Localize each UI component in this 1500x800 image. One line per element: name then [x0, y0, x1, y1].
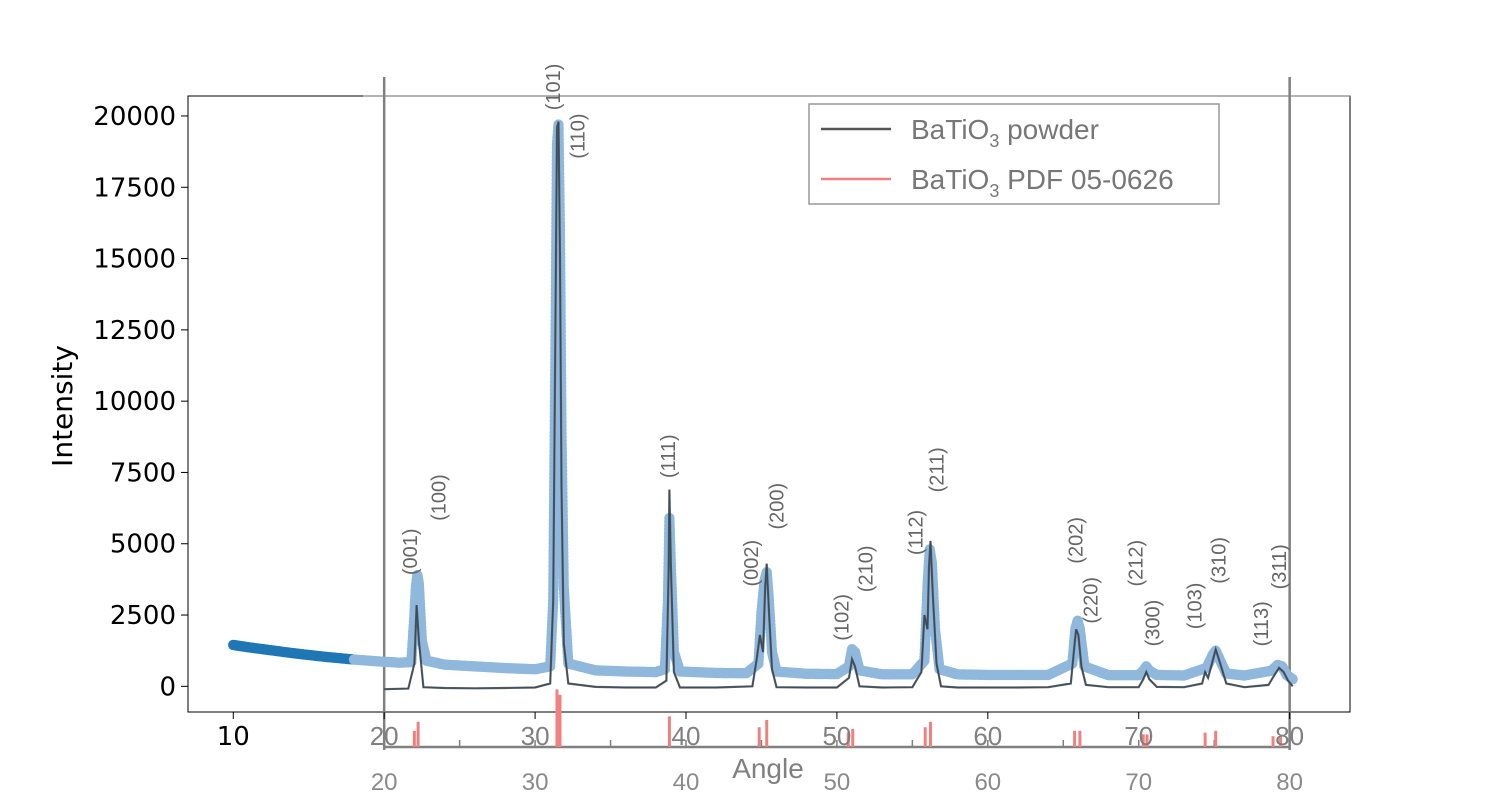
- x-tick-label: 70: [1124, 721, 1153, 751]
- y-tick-label: 12500: [93, 316, 176, 346]
- peak-label: (310): [1209, 537, 1231, 584]
- x-tick-label: 30: [521, 721, 550, 751]
- peak-label: (311): [1269, 544, 1291, 589]
- bottom-axis-tick-label: 80: [1276, 769, 1303, 796]
- bottom-axis-tick-label: 50: [824, 769, 851, 796]
- legend-label-subscript: 3: [989, 181, 999, 201]
- peak-label: (110): [567, 113, 589, 158]
- x-tick-label: 20: [370, 721, 399, 751]
- x-tick-label: 40: [672, 721, 701, 751]
- legend-box: [808, 103, 1220, 205]
- y-tick-label: 0: [159, 672, 176, 702]
- peak-label: (100): [429, 474, 451, 521]
- y-tick-label: 10000: [93, 387, 176, 417]
- legend-label: BaTiO3 powder: [911, 114, 1099, 151]
- y-tick-label: 5000: [110, 530, 176, 560]
- peak-label: (111): [658, 434, 680, 478]
- y-tick-label: 7500: [110, 458, 176, 488]
- bottom-axis-tick-label: 20: [371, 769, 398, 796]
- peak-label: (210): [856, 545, 878, 592]
- x-tick-label: 10: [217, 722, 250, 752]
- bottom-axis-tick-label: 60: [974, 769, 1001, 796]
- x-axis-label: Angle: [732, 753, 804, 784]
- y-tick-label: 15000: [93, 245, 176, 275]
- x-tick-label: 50: [822, 721, 851, 751]
- peak-label: (211): [927, 447, 949, 492]
- y-axis-label: Intensity: [46, 345, 79, 467]
- legend-label-rest: powder: [999, 114, 1099, 145]
- peak-label: (101): [543, 64, 565, 111]
- peak-label: (113): [1251, 601, 1273, 646]
- peak-label: (300): [1142, 600, 1164, 647]
- legend-label-main: BaTiO: [911, 114, 989, 145]
- peak-label: (200): [767, 483, 789, 530]
- legend-label: BaTiO3 PDF 05-0626: [911, 164, 1174, 201]
- peak-labels: (001) (100) (101)(110) (111) (002)(200) (102)…: [400, 64, 1291, 647]
- powder-line-series: [384, 121, 1294, 691]
- peak-label: (202): [1065, 517, 1087, 564]
- peak-label: (103): [1185, 583, 1207, 630]
- legend-label-subscript: 3: [989, 131, 999, 151]
- legend-label-main: BaTiO: [911, 164, 989, 195]
- y-tick-label: 2500: [110, 601, 176, 631]
- y-tick-label: 17500: [93, 173, 176, 203]
- bottom-axis-tick-label: 30: [522, 769, 549, 796]
- x-tick-label: 80: [1275, 721, 1304, 751]
- powder-line-overlay: [384, 121, 1294, 690]
- axes: 0 2500 5000 7500 10000 12500 15000 17500 20000 10…: [46, 102, 1304, 796]
- peak-label: (102): [831, 594, 853, 641]
- x-tick-label: 60: [973, 721, 1002, 751]
- peak-label: (002): [741, 540, 763, 587]
- peak-label: (001): [400, 528, 422, 575]
- peak-label: (112): [905, 510, 927, 555]
- bottom-axis-tick-label: 40: [673, 769, 700, 796]
- peak-label: (220): [1080, 577, 1102, 624]
- peak-label: (212): [1126, 540, 1148, 587]
- reference-pattern: [412, 689, 1283, 747]
- bottom-axis-tick-label: 70: [1125, 769, 1152, 796]
- plot-frame: [187, 77, 1351, 750]
- legend-label-rest: PDF 05-0626: [999, 164, 1173, 195]
- y-tick-label: 20000: [93, 102, 176, 132]
